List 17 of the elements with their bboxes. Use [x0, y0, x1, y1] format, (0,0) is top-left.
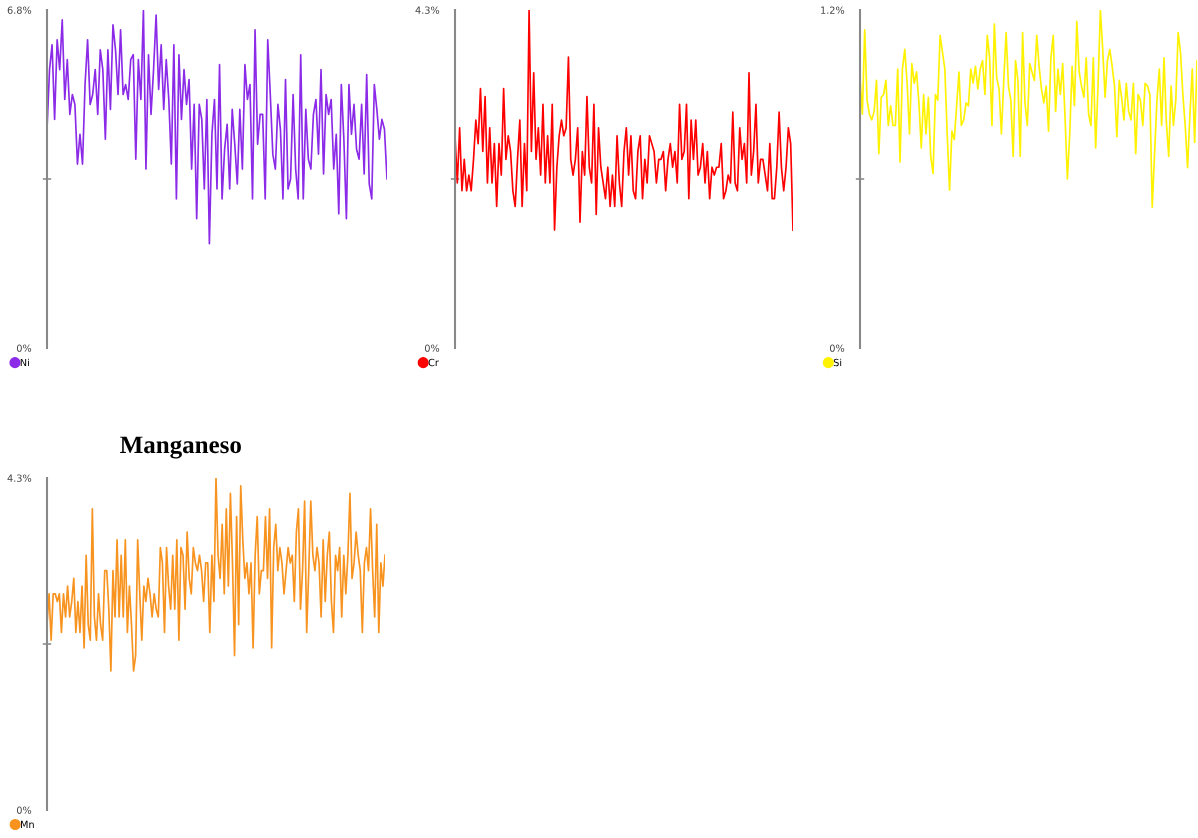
y-tick-label: 0% [16, 806, 32, 814]
line-series [455, 10, 793, 231]
y-tick-label: 4.3% [7, 474, 32, 482]
y-tick-label: 6.8% [7, 6, 32, 14]
line-series [860, 10, 1197, 209]
line-series [47, 478, 385, 672]
legend-label: Ni [20, 358, 29, 367]
legend-label: Cr [428, 358, 439, 367]
y-tick-label: 0% [424, 344, 440, 352]
y-tick-label: 4.3% [415, 6, 440, 14]
chart-title: Manganeso [120, 436, 241, 459]
line-series [47, 10, 387, 245]
y-tick-label: 0% [16, 344, 32, 352]
legend-label: Si [833, 358, 842, 367]
y-tick-label: 1.2% [821, 6, 845, 14]
y-tick-label: 0% [829, 344, 845, 352]
legend-label: Mn [21, 820, 34, 828]
